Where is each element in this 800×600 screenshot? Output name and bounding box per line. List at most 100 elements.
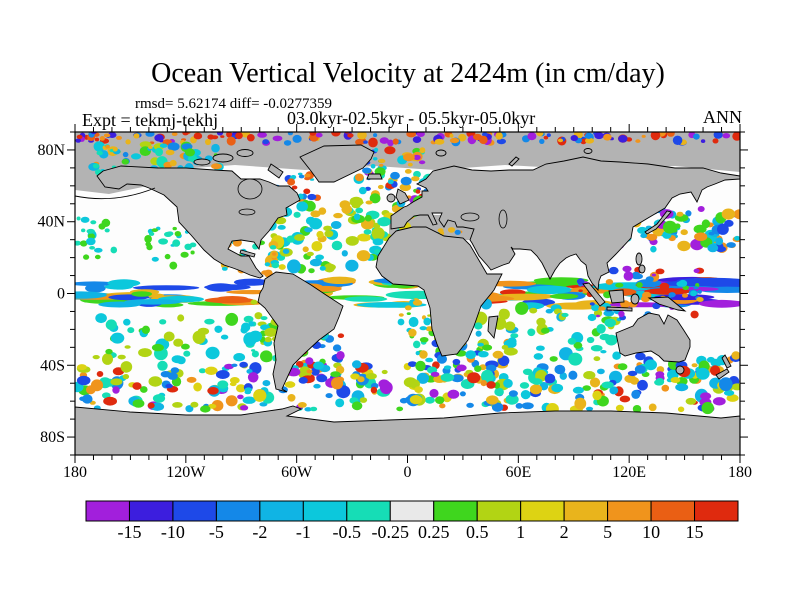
anomaly-patch [211,143,220,153]
anomaly-patch [190,250,195,255]
anomaly-patch [152,394,166,403]
anomaly-patch [466,402,474,408]
anomaly-patch [308,268,315,274]
anomaly-patch [670,377,681,383]
anomaly-patch [170,367,180,374]
anomaly-patch [593,309,603,318]
anomaly-patch [481,369,494,383]
anomaly-patch [304,173,311,178]
anomaly-patch [372,157,378,161]
anomaly-patch [92,355,100,360]
anomaly-patch [362,167,372,174]
anomaly-patch [496,138,506,145]
anomaly-patch [452,358,461,366]
anomaly-patch [297,172,303,176]
anomaly-patch [515,301,529,315]
anomaly-patch [379,381,393,395]
anomaly-patch [600,350,607,354]
anomaly-patch [365,200,373,205]
anomaly-patch [419,147,426,154]
anomaly-patch [678,279,688,287]
tasmania [675,365,685,375]
anomaly-patch [304,407,312,412]
anomaly-patch [151,378,159,384]
anomaly-patch [211,163,222,170]
anomaly-patch [303,188,311,195]
anomaly-patch [331,132,341,137]
anomaly-patch [459,391,466,397]
anomaly-patch [717,223,729,235]
colorbar-segment [389,500,435,522]
anomaly-patch [701,219,711,229]
anomaly-patch [544,373,556,384]
anomaly-patch [527,328,536,337]
anomaly-patch [145,132,155,137]
anomaly-patch [644,288,691,295]
anomaly-patch [225,395,238,407]
anomaly-patch [529,307,538,314]
anomaly-patch [110,246,118,254]
anomaly-patch [239,361,248,368]
anomaly-patch [131,153,141,160]
colorbar-tick-label: 0.25 [418,522,450,542]
sumatra [582,282,606,307]
anomaly-patch [310,406,318,412]
anomaly-patch [216,132,224,136]
season-label: ANN [703,107,742,127]
anomaly-patch [287,394,296,402]
colorbar-segment [476,500,522,522]
anomaly-patch [250,299,258,305]
colorbar-segment [650,500,696,522]
anomaly-patch [449,133,454,138]
anomaly-patch [110,332,125,344]
anomaly-patch [413,340,421,349]
anomaly-patch [371,227,385,241]
period-label: 03.0kyr-02.5kyr - 05.5kyr-05.0kyr [287,108,535,128]
anomaly-patch [215,370,230,379]
anomaly-patch [536,345,545,351]
anomaly-patch [96,150,103,156]
anomaly-patch [397,318,405,326]
anomaly-patch [171,355,184,364]
anomaly-patch [474,322,483,330]
anomaly-patch [423,317,432,326]
lat-tick-label: 0 [57,286,65,303]
anomaly-patch [668,292,676,298]
anomaly-patch [92,163,100,169]
anomaly-patch [333,212,343,219]
anomaly-patch [318,207,327,215]
anomaly-patch [124,345,131,349]
anomaly-patch [324,230,334,238]
anomaly-patch [287,259,301,274]
anomaly-patch [117,354,126,360]
anomaly-patch [633,273,643,280]
colorbar-segment [85,500,130,522]
antarctica [75,405,740,455]
arctic-island-2 [236,149,254,157]
anomaly-patch [587,313,597,322]
anomaly-patch [260,350,273,363]
anomaly-patch [283,140,292,146]
anomaly-patch [515,403,523,409]
anomaly-patch [726,242,736,248]
anomaly-patch [677,240,691,252]
anomaly-patch [243,315,254,323]
anomaly-patch [409,395,423,405]
lon-tick-label: 180 [63,464,87,481]
anomaly-zone-california-current [144,226,197,270]
anomaly-patch [355,207,364,214]
anomaly-patch [198,368,206,374]
anomaly-patch [706,356,715,363]
anomaly-patch [94,254,101,260]
colorbar-segment [346,500,391,522]
anomaly-patch [357,376,365,383]
sulawesi [630,293,640,305]
anomaly-patch [593,356,601,362]
anomaly-patch [264,336,272,343]
anomaly-patch [311,241,323,252]
anomaly-patch [103,396,117,406]
madagascar [487,315,499,340]
anomaly-patch [287,132,293,136]
colorbar-segment [259,500,304,522]
anomaly-patch [138,348,152,358]
